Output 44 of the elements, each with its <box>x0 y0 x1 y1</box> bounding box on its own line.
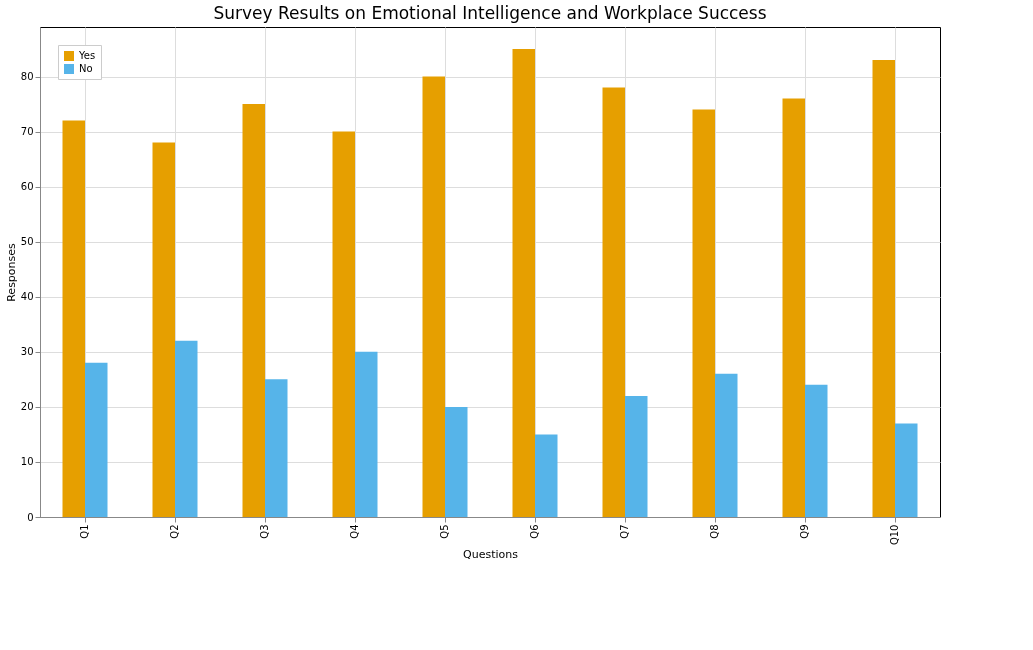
y-tick-label: 80 <box>20 71 34 83</box>
legend-label: Yes <box>78 50 96 61</box>
y-tick-label: 70 <box>20 126 34 138</box>
x-tick-label: Q9 <box>799 524 810 539</box>
x-tick-label: Q2 <box>169 524 180 539</box>
bar <box>872 60 895 517</box>
bar <box>715 373 738 517</box>
bar <box>265 379 288 517</box>
x-tick-label: Q10 <box>889 524 900 546</box>
x-tick-label: Q8 <box>709 524 720 539</box>
x-tick-label: Q1 <box>79 524 90 539</box>
bar <box>782 98 805 517</box>
y-tick-label: 50 <box>20 236 34 248</box>
y-tick-label: 0 <box>27 511 34 523</box>
bar <box>175 340 198 517</box>
x-tick-label: Q4 <box>349 524 360 539</box>
x-tick-label: Q7 <box>619 524 630 539</box>
bar <box>355 351 378 517</box>
y-tick-label: 10 <box>20 456 34 468</box>
chart-title: Survey Results on Emotional Intelligence and Workplace Success <box>213 3 767 23</box>
x-tick-label: Q6 <box>529 524 540 539</box>
bar <box>512 49 535 517</box>
bar <box>422 76 445 517</box>
y-axis-title: Responses <box>4 242 18 302</box>
bar <box>332 131 355 517</box>
y-tick-label: 60 <box>20 181 34 193</box>
bar <box>602 87 625 517</box>
bar <box>625 395 648 517</box>
bar <box>535 434 558 517</box>
bar <box>242 104 265 517</box>
y-tick-label: 20 <box>20 401 34 413</box>
bar <box>445 406 468 517</box>
bar <box>895 423 918 517</box>
x-tick-label: Q3 <box>259 524 270 539</box>
y-tick-label: 30 <box>20 346 34 358</box>
bar <box>692 109 715 517</box>
y-tick-label: 40 <box>20 291 34 303</box>
bar <box>152 142 175 517</box>
bar <box>62 120 85 517</box>
x-tick-label: Q5 <box>439 524 450 539</box>
bar <box>85 362 108 517</box>
x-axis-title: Questions <box>463 548 519 562</box>
bar <box>805 384 828 517</box>
legend-label: No <box>79 63 93 74</box>
